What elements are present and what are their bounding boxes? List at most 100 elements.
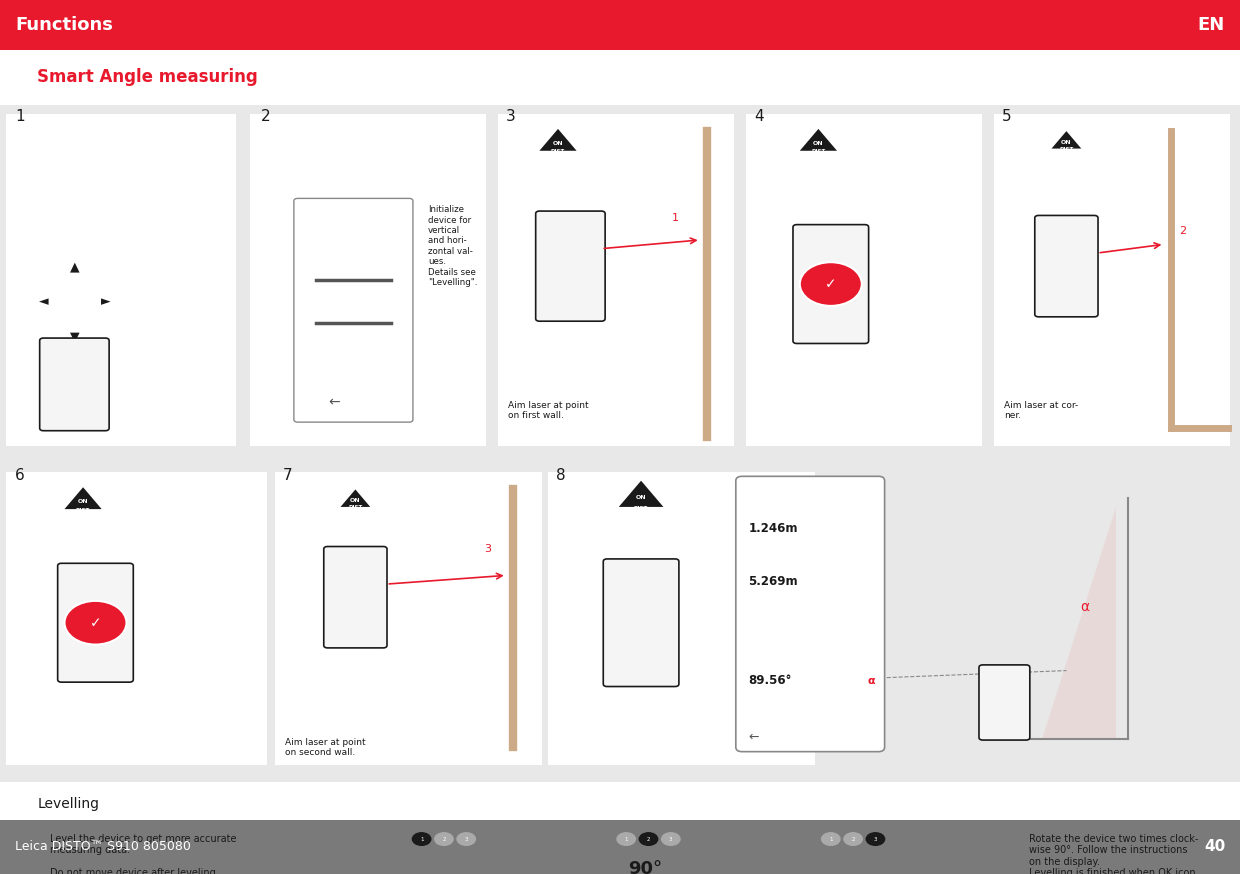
Polygon shape bbox=[1042, 507, 1116, 739]
Text: EN: EN bbox=[1198, 16, 1225, 34]
Text: 1: 1 bbox=[830, 836, 832, 842]
Bar bbox=[994, 114, 1230, 446]
Bar bbox=[0, 105, 1240, 463]
FancyBboxPatch shape bbox=[735, 476, 884, 752]
Text: DIST: DIST bbox=[811, 149, 826, 155]
Circle shape bbox=[616, 832, 636, 846]
Bar bbox=[372, 826, 1017, 874]
Circle shape bbox=[64, 601, 126, 645]
Circle shape bbox=[412, 832, 432, 846]
Text: DIST: DIST bbox=[634, 506, 649, 510]
Text: Smart Angle measuring: Smart Angle measuring bbox=[37, 68, 258, 87]
Text: 3: 3 bbox=[465, 836, 467, 842]
FancyBboxPatch shape bbox=[1035, 216, 1099, 317]
Text: α: α bbox=[868, 676, 875, 685]
Bar bbox=[6, 472, 267, 765]
Text: 3: 3 bbox=[485, 545, 491, 554]
Text: 2: 2 bbox=[647, 836, 650, 842]
Text: 3: 3 bbox=[670, 836, 672, 842]
Polygon shape bbox=[800, 129, 837, 151]
Circle shape bbox=[843, 832, 863, 846]
Text: 1: 1 bbox=[625, 836, 627, 842]
Text: ON: ON bbox=[350, 498, 361, 503]
Text: 2: 2 bbox=[443, 836, 445, 842]
Text: 3: 3 bbox=[506, 109, 516, 124]
Text: Initialize
device for
vertical
and hori-
zontal val-
ues.
Details see
"Levelling: Initialize device for vertical and hori-… bbox=[428, 205, 477, 287]
Text: 2: 2 bbox=[852, 836, 854, 842]
Text: ▼: ▼ bbox=[69, 330, 79, 343]
Text: ON: ON bbox=[78, 499, 88, 504]
Text: 2: 2 bbox=[1179, 226, 1187, 236]
Text: 1: 1 bbox=[672, 213, 680, 223]
Circle shape bbox=[434, 832, 454, 846]
Bar bbox=[0, 820, 1240, 874]
Bar bbox=[0, 50, 1240, 105]
Text: 89.56°: 89.56° bbox=[748, 674, 791, 687]
Text: 1.246m: 1.246m bbox=[748, 522, 797, 535]
Circle shape bbox=[661, 832, 681, 846]
FancyBboxPatch shape bbox=[40, 338, 109, 431]
Text: ON: ON bbox=[813, 141, 823, 146]
Text: Levelling: Levelling bbox=[37, 797, 99, 811]
Text: 5: 5 bbox=[1002, 109, 1012, 124]
FancyBboxPatch shape bbox=[536, 212, 605, 322]
Text: ✓: ✓ bbox=[825, 277, 837, 291]
Bar bbox=[0, 782, 1240, 826]
Bar bbox=[0, 826, 372, 874]
FancyBboxPatch shape bbox=[980, 665, 1029, 740]
Text: ✓: ✓ bbox=[89, 615, 102, 630]
Circle shape bbox=[821, 832, 841, 846]
Text: 1: 1 bbox=[420, 836, 423, 842]
Bar bbox=[1017, 826, 1240, 874]
Circle shape bbox=[639, 832, 658, 846]
Text: 90°: 90° bbox=[627, 860, 662, 874]
Text: Level the device to get more accurate
measuring data.

Do not move device after : Level the device to get more accurate me… bbox=[50, 834, 236, 874]
Text: 40: 40 bbox=[1204, 839, 1225, 855]
Bar bbox=[0, 463, 1240, 782]
FancyBboxPatch shape bbox=[57, 564, 134, 683]
Bar bbox=[6, 114, 236, 446]
Text: 4: 4 bbox=[754, 109, 764, 124]
Polygon shape bbox=[619, 481, 663, 507]
Text: ◄: ◄ bbox=[38, 295, 48, 309]
Text: Rotate the device two times clock-
wise 90°. Follow the instructions
on the disp: Rotate the device two times clock- wise … bbox=[1029, 834, 1199, 874]
FancyBboxPatch shape bbox=[324, 546, 387, 648]
Text: ►: ► bbox=[100, 295, 110, 309]
Text: 1: 1 bbox=[15, 109, 25, 124]
Bar bbox=[0, 0, 1240, 50]
Polygon shape bbox=[64, 488, 102, 509]
Bar bbox=[275, 472, 542, 765]
Text: DIST: DIST bbox=[1059, 147, 1074, 152]
Bar bbox=[498, 114, 734, 446]
Text: DIST: DIST bbox=[76, 508, 91, 513]
Text: 3: 3 bbox=[874, 836, 877, 842]
FancyBboxPatch shape bbox=[603, 559, 680, 687]
FancyBboxPatch shape bbox=[294, 198, 413, 422]
Polygon shape bbox=[1052, 131, 1081, 149]
Text: ON: ON bbox=[553, 141, 563, 146]
Text: Aim laser at point
on second wall.: Aim laser at point on second wall. bbox=[285, 738, 366, 757]
Bar bbox=[250, 114, 486, 446]
Text: Aim laser at cor-
ner.: Aim laser at cor- ner. bbox=[1004, 401, 1079, 420]
Text: DIST: DIST bbox=[551, 149, 565, 155]
Text: Aim laser at point
on first wall.: Aim laser at point on first wall. bbox=[508, 401, 589, 420]
Text: 5.269m: 5.269m bbox=[748, 575, 797, 588]
Circle shape bbox=[456, 832, 476, 846]
Circle shape bbox=[866, 832, 885, 846]
Text: Leica DISTO™ S910 805080: Leica DISTO™ S910 805080 bbox=[15, 841, 191, 853]
FancyBboxPatch shape bbox=[794, 225, 869, 343]
Polygon shape bbox=[341, 489, 371, 507]
Text: 2: 2 bbox=[260, 109, 270, 124]
Polygon shape bbox=[539, 129, 577, 151]
Text: 7: 7 bbox=[283, 468, 293, 482]
Bar bbox=[746, 114, 982, 446]
Text: 6: 6 bbox=[15, 468, 25, 482]
Text: ON: ON bbox=[636, 496, 646, 500]
Text: DIST: DIST bbox=[348, 505, 362, 510]
Text: ▲: ▲ bbox=[69, 260, 79, 274]
Text: ON: ON bbox=[1061, 140, 1071, 145]
Bar bbox=[548, 472, 815, 765]
Text: α: α bbox=[1080, 600, 1090, 614]
Circle shape bbox=[800, 262, 862, 306]
Text: ←: ← bbox=[329, 395, 340, 409]
